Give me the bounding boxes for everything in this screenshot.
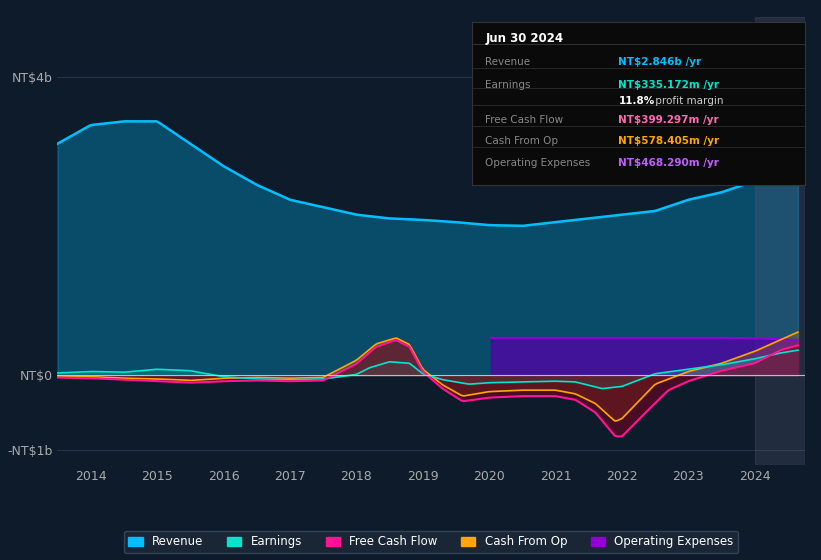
Text: profit margin: profit margin	[652, 96, 723, 106]
Text: Operating Expenses: Operating Expenses	[485, 158, 590, 168]
Text: Jun 30 2024: Jun 30 2024	[485, 32, 563, 45]
Text: NT$468.290m /yr: NT$468.290m /yr	[618, 158, 719, 168]
Text: NT$2.846b /yr: NT$2.846b /yr	[618, 57, 701, 67]
Text: Revenue: Revenue	[485, 57, 530, 67]
Text: Earnings: Earnings	[485, 80, 531, 90]
Text: 11.8%: 11.8%	[618, 96, 654, 106]
Bar	[754, 17, 805, 465]
Text: NT$578.405m /yr: NT$578.405m /yr	[618, 136, 719, 146]
Text: NT$335.172m /yr: NT$335.172m /yr	[618, 80, 719, 90]
Text: Cash From Op: Cash From Op	[485, 136, 558, 146]
Legend: Revenue, Earnings, Free Cash Flow, Cash From Op, Operating Expenses: Revenue, Earnings, Free Cash Flow, Cash …	[124, 530, 738, 553]
Text: Free Cash Flow: Free Cash Flow	[485, 115, 563, 125]
Text: NT$399.297m /yr: NT$399.297m /yr	[618, 115, 719, 125]
